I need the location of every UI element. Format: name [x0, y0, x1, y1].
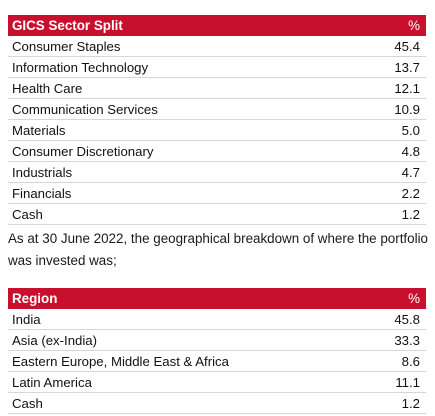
row-value: 13.7: [348, 56, 426, 78]
table-row: Eastern Europe, Middle East & Africa 8.6: [8, 350, 426, 372]
row-value: 2.2: [348, 182, 426, 204]
row-label: Eastern Europe, Middle East & Africa: [8, 350, 370, 372]
table-row: Cash 1.2: [8, 203, 426, 225]
table-row: Materials 5.0: [8, 119, 426, 141]
row-value: 1.2: [348, 203, 426, 225]
column-header-region: Region: [12, 291, 58, 306]
column-header-sector: GICS Sector Split: [12, 18, 123, 33]
row-value: 45.8: [369, 309, 426, 330]
row-value: 12.1: [348, 77, 426, 99]
table-header-row: GICS Sector Split %: [8, 15, 426, 36]
row-value: 33.3: [369, 329, 426, 351]
row-label: Consumer Staples: [8, 36, 349, 57]
row-label: Asia (ex-India): [8, 329, 370, 351]
table-row: Consumer Discretionary 4.8: [8, 140, 426, 162]
table-row: Consumer Staples 45.4: [8, 36, 426, 57]
row-label: Communication Services: [8, 98, 349, 120]
row-label: Financials: [8, 182, 349, 204]
table-row: Communication Services 10.9: [8, 98, 426, 120]
row-label: Cash: [8, 392, 370, 414]
column-header-percent: %: [408, 18, 420, 33]
table-row: Health Care 12.1: [8, 77, 426, 99]
row-label: Latin America: [8, 371, 370, 393]
table-row: Latin America 11.1: [8, 371, 426, 393]
region-table: Region % India 45.8 Asia (ex-India) 33.3…: [8, 288, 426, 414]
table-row: Industrials 4.7: [8, 161, 426, 183]
row-value: 4.8: [348, 140, 426, 162]
row-value: 1.2: [369, 392, 426, 414]
row-label: Information Technology: [8, 56, 349, 78]
row-label: Cash: [8, 203, 349, 225]
column-header-percent: %: [408, 291, 420, 306]
geographic-breakdown-paragraph: As at 30 June 2022, the geographical bre…: [8, 231, 428, 268]
row-label: Industrials: [8, 161, 349, 183]
row-value: 10.9: [348, 98, 426, 120]
row-value: 11.1: [369, 371, 426, 393]
table-row: Financials 2.2: [8, 182, 426, 204]
row-value: 45.4: [348, 36, 426, 57]
row-label: India: [8, 309, 370, 330]
row-value: 4.7: [348, 161, 426, 183]
table-row: India 45.8: [8, 309, 426, 330]
table-row: Information Technology 13.7: [8, 56, 426, 78]
table-row: Cash 1.2: [8, 392, 426, 414]
row-label: Consumer Discretionary: [8, 140, 349, 162]
table-row: Asia (ex-India) 33.3: [8, 329, 426, 351]
row-value: 5.0: [348, 119, 426, 141]
row-value: 8.6: [369, 350, 426, 372]
row-label: Materials: [8, 119, 349, 141]
gics-sector-table: GICS Sector Split % Consumer Staples 45.…: [8, 15, 426, 225]
table-header-row: Region %: [8, 288, 426, 309]
row-label: Health Care: [8, 77, 349, 99]
